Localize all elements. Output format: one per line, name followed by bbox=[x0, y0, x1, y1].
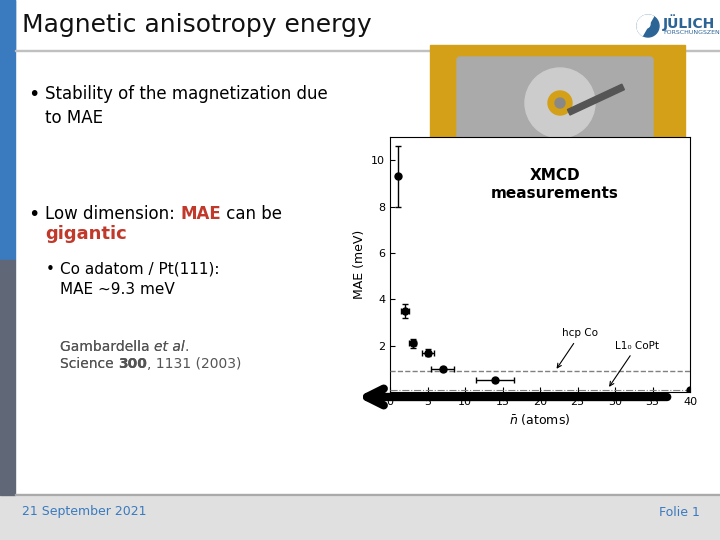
X-axis label: $\bar{n}$ (atoms): $\bar{n}$ (atoms) bbox=[509, 413, 571, 428]
Bar bbox=[15, 50, 720, 51]
Text: Science: Science bbox=[60, 357, 118, 371]
Circle shape bbox=[525, 68, 595, 138]
Text: Magnetic anisotropy energy: Magnetic anisotropy energy bbox=[22, 13, 372, 37]
Text: •: • bbox=[28, 205, 40, 224]
Bar bbox=[430, 45, 685, 155]
Circle shape bbox=[548, 91, 572, 115]
Text: •: • bbox=[46, 262, 55, 277]
Text: et al: et al bbox=[154, 340, 185, 354]
Text: 300: 300 bbox=[118, 357, 147, 371]
Y-axis label: MAE (meV): MAE (meV) bbox=[353, 230, 366, 299]
Circle shape bbox=[637, 15, 659, 37]
Text: 21 September 2021: 21 September 2021 bbox=[22, 505, 146, 518]
Text: hcp Co: hcp Co bbox=[557, 328, 598, 368]
Bar bbox=[0, 0, 15, 50]
Text: XMCD
measurements: XMCD measurements bbox=[491, 167, 619, 201]
Text: MAE: MAE bbox=[180, 205, 221, 223]
Text: , 1131 (2003): , 1131 (2003) bbox=[147, 357, 241, 371]
Text: can be: can be bbox=[221, 205, 282, 223]
Text: gigantic: gigantic bbox=[45, 225, 127, 243]
Circle shape bbox=[555, 98, 565, 108]
Text: Co adatom / Pt(111):
MAE ~9.3 meV: Co adatom / Pt(111): MAE ~9.3 meV bbox=[60, 262, 220, 298]
Text: et al: et al bbox=[154, 340, 185, 354]
Text: 300: 300 bbox=[118, 357, 147, 371]
Bar bbox=[15, 45, 720, 495]
Text: Low dimension:: Low dimension: bbox=[45, 205, 180, 223]
Text: JÜLICH: JÜLICH bbox=[663, 15, 715, 31]
Text: L1₀ CoPt: L1₀ CoPt bbox=[610, 341, 659, 386]
Bar bbox=[15, 494, 720, 495]
Bar bbox=[567, 84, 624, 115]
Text: Gambardella: Gambardella bbox=[60, 340, 154, 354]
Text: Stability of the magnetization due
to MAE: Stability of the magnetization due to MA… bbox=[45, 85, 328, 127]
Text: .: . bbox=[185, 340, 189, 354]
Text: Folie 1: Folie 1 bbox=[659, 505, 700, 518]
Wedge shape bbox=[637, 15, 654, 36]
Circle shape bbox=[642, 20, 650, 28]
Text: Science: Science bbox=[60, 357, 118, 371]
Text: •: • bbox=[28, 85, 40, 104]
Bar bbox=[0, 0, 15, 260]
Text: FORSCHUNGSZENTRUM: FORSCHUNGSZENTRUM bbox=[663, 30, 720, 35]
Bar bbox=[15, 0, 720, 50]
Bar bbox=[0, 260, 15, 495]
Text: Gambardella: Gambardella bbox=[60, 340, 154, 354]
FancyBboxPatch shape bbox=[457, 57, 653, 148]
